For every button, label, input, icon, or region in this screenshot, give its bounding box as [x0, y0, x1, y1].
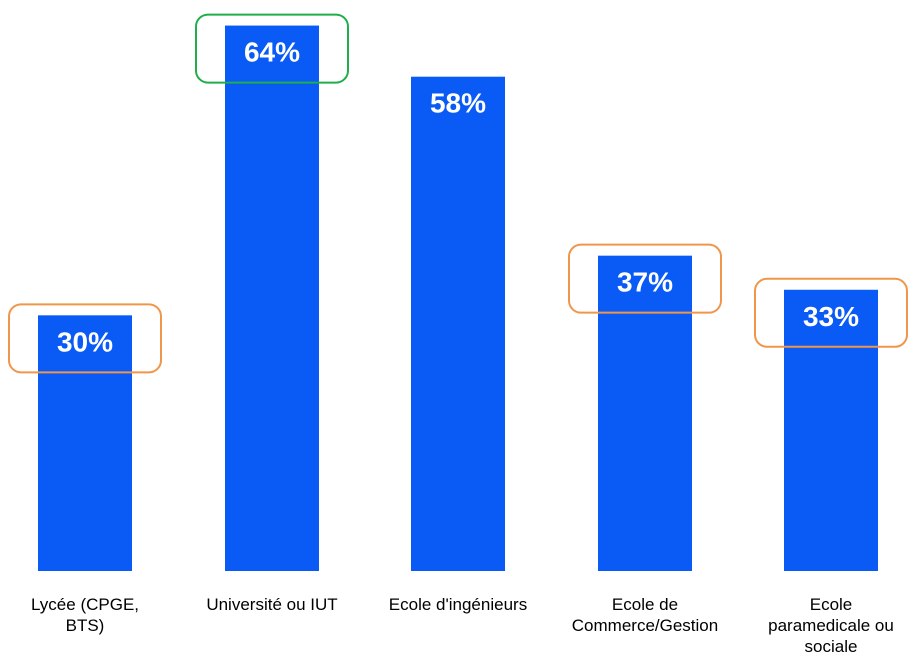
- bar-value-label-4: 37%: [617, 267, 673, 298]
- category-labels-layer: Lycée (CPGE, BTS) Université ou IUT Ecole d…: [31, 595, 894, 656]
- bar-5: [784, 289, 878, 571]
- highlight-box-2: [195, 13, 349, 84]
- bar-value-label-1: 30%: [57, 326, 113, 357]
- category-label-1: Lycée (CPGE, BTS): [31, 595, 139, 635]
- category-label-5: Ecole paramedicale ou sociale: [768, 595, 894, 656]
- highlight-box-4: [568, 243, 722, 314]
- bar-value-label-5: 33%: [803, 301, 859, 332]
- highlight-box-1: [8, 303, 162, 374]
- bars-layer: [38, 25, 878, 572]
- bar-2: [225, 25, 319, 572]
- bar-3: [411, 76, 505, 572]
- bar-4: [598, 255, 692, 572]
- category-label-2: Université ou IUT: [206, 595, 337, 614]
- bar-value-label-2: 64%: [244, 37, 300, 68]
- category-label-3: Ecole d'ingénieurs: [389, 595, 527, 614]
- bar-1: [38, 315, 132, 571]
- value-labels-layer: 30% 64% 58% 37% 33%: [57, 37, 859, 358]
- category-label-4: Ecole de Commerce/Gestion: [572, 595, 718, 635]
- highlight-boxes-layer: [8, 13, 908, 374]
- bar-value-label-3: 58%: [430, 88, 486, 119]
- highlight-box-5: [754, 277, 908, 348]
